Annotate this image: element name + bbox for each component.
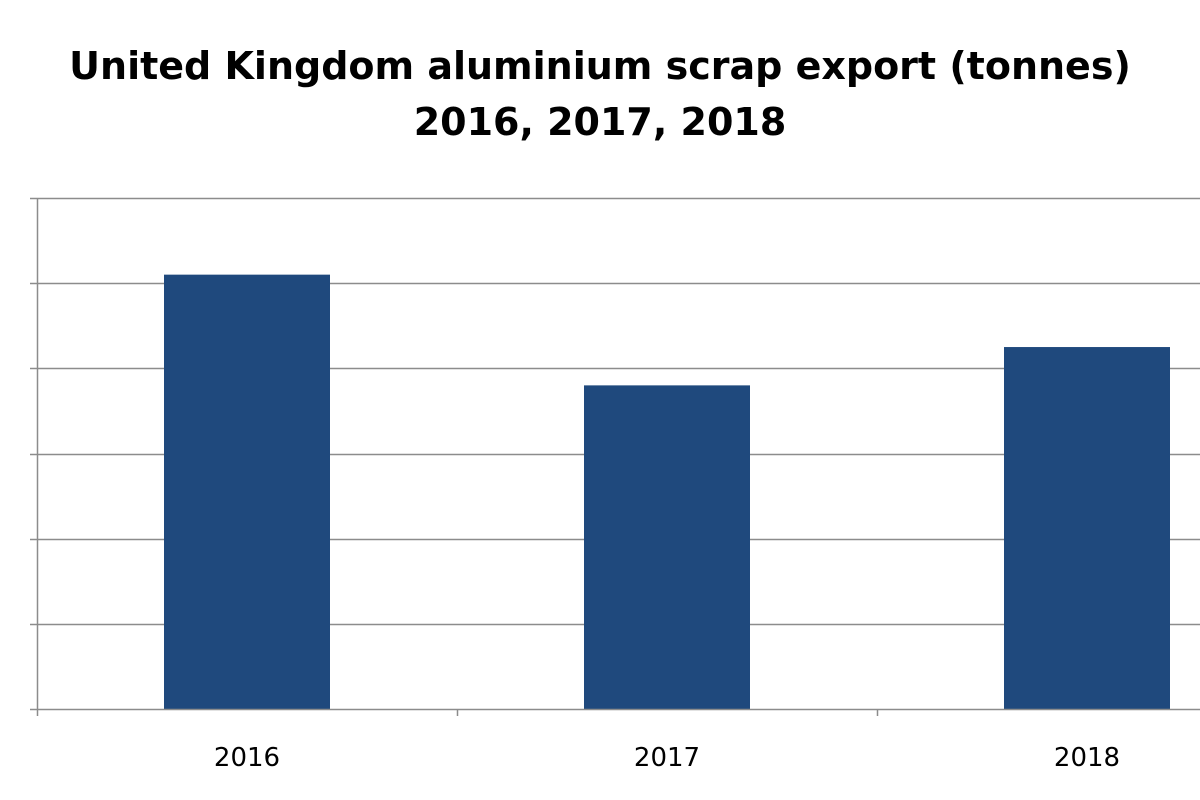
- tick-labels: 2016 2017 2018: [214, 743, 1120, 773]
- x-tick-label: 2018: [1054, 743, 1120, 773]
- axes: [30, 197, 1200, 716]
- x-tick-label: 2017: [634, 743, 700, 773]
- chart-title-line-2: 2016, 2017, 2018: [413, 100, 787, 144]
- bar-2017: [584, 385, 750, 709]
- bar-2018: [1004, 347, 1170, 709]
- chart-title-line-1: United Kingdom aluminium scrap export (t…: [69, 44, 1131, 88]
- x-tick-label: 2016: [214, 743, 280, 773]
- bar-2016: [164, 274, 330, 709]
- chart-title: United Kingdom aluminium scrap export (t…: [0, 38, 1200, 150]
- bars: [164, 274, 1170, 709]
